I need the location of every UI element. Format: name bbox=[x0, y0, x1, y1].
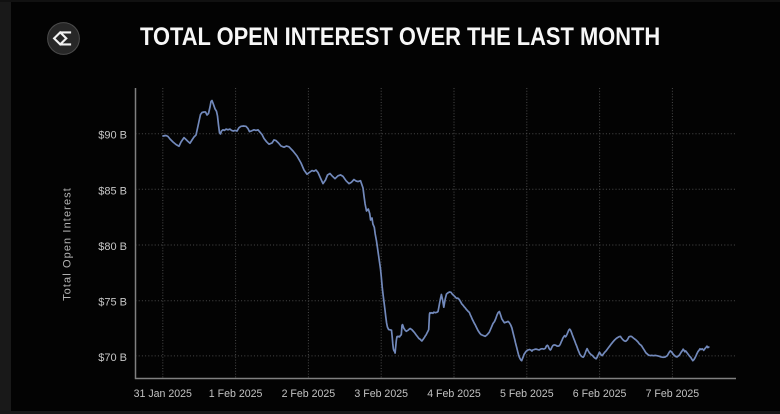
svg-text:31 Jan 2025: 31 Jan 2025 bbox=[134, 388, 192, 400]
svg-text:4 Feb 2025: 4 Feb 2025 bbox=[427, 388, 481, 400]
svg-text:$80 B: $80 B bbox=[98, 241, 127, 253]
svg-text:1 Feb 2025: 1 Feb 2025 bbox=[209, 388, 263, 400]
svg-text:Total Open Interest: Total Open Interest bbox=[62, 187, 74, 301]
svg-text:5 Feb 2025: 5 Feb 2025 bbox=[500, 388, 554, 400]
svg-text:$90 B: $90 B bbox=[98, 130, 127, 142]
svg-text:3 Feb 2025: 3 Feb 2025 bbox=[354, 388, 408, 400]
svg-text:$70 B: $70 B bbox=[98, 352, 127, 364]
svg-text:2 Feb 2025: 2 Feb 2025 bbox=[282, 388, 336, 400]
svg-text:6 Feb 2025: 6 Feb 2025 bbox=[573, 388, 627, 400]
svg-text:$75 B: $75 B bbox=[98, 297, 127, 309]
svg-text:$85 B: $85 B bbox=[98, 185, 127, 197]
svg-text:7 Feb 2025: 7 Feb 2025 bbox=[646, 388, 700, 400]
